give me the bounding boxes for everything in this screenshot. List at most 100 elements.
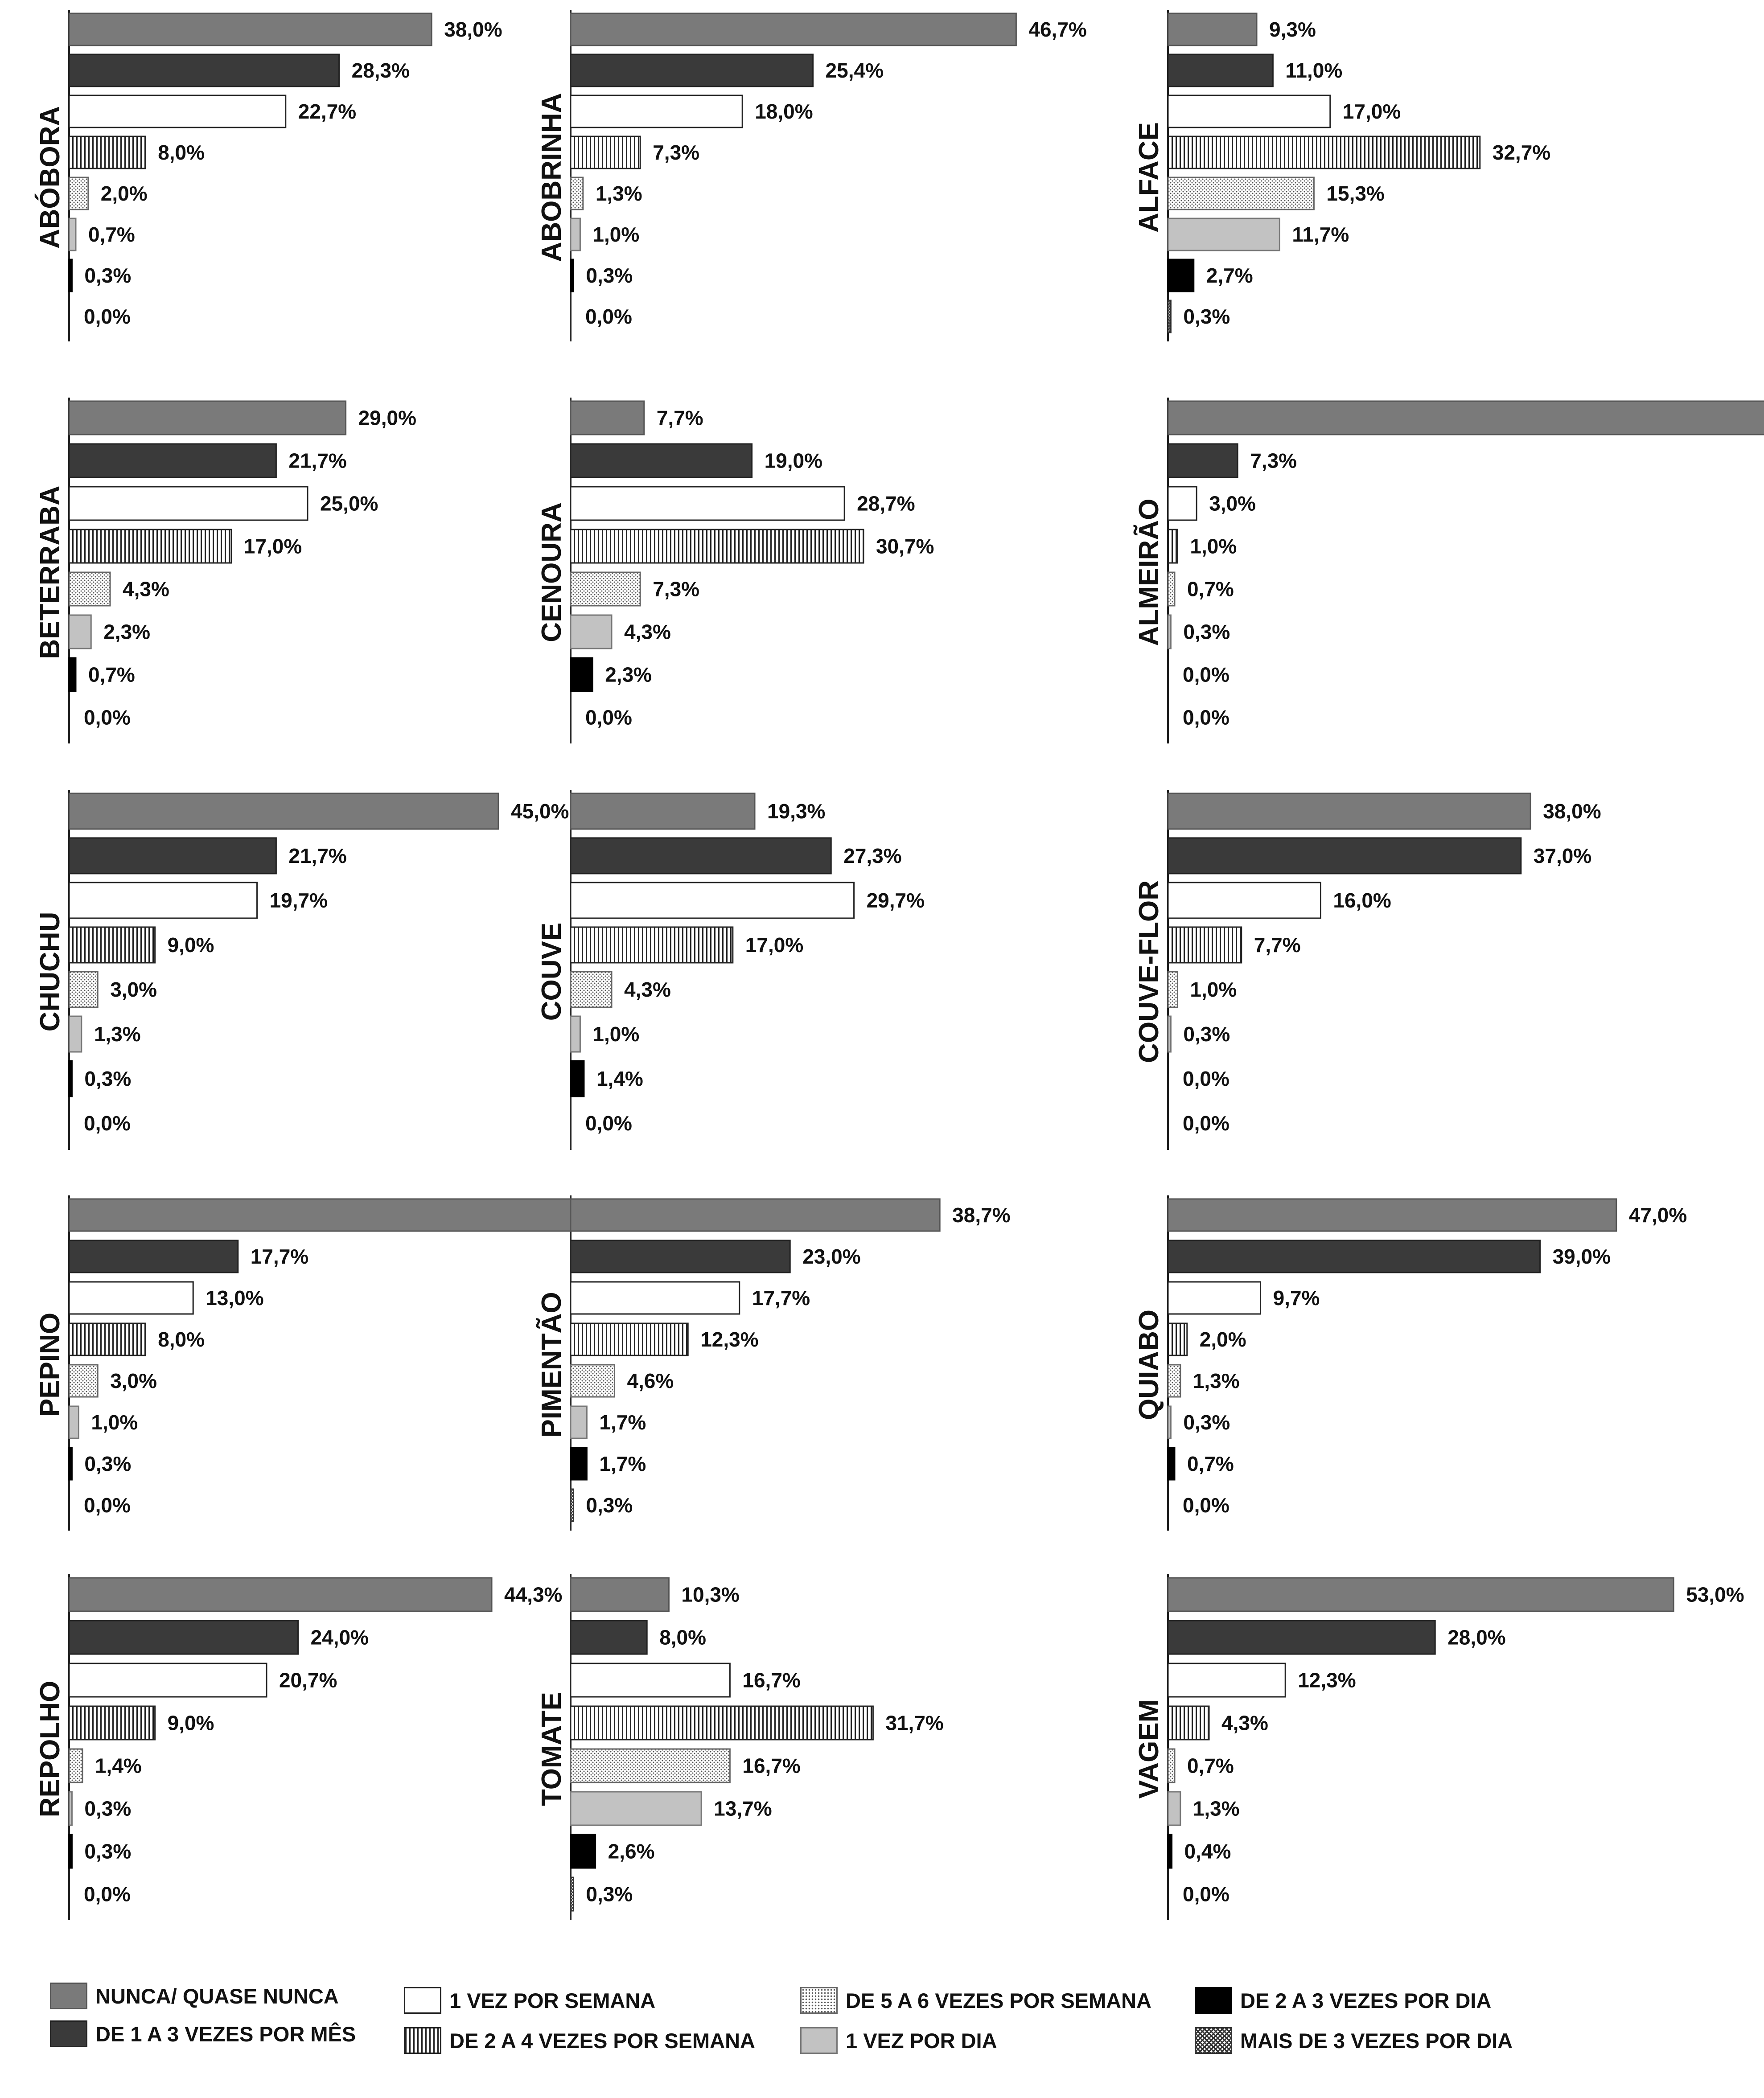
data-label: 44,3% [504,1583,562,1606]
bar [570,1748,731,1783]
bar [68,1322,146,1356]
bar [570,1834,596,1869]
chart-8: COUVE-FLOR 38,0% 37,0% 16,0% 7,7% 1,0% 0,3% 0,0… [1134,790,1601,1150]
data-label: 21,7% [288,449,346,472]
bar [570,443,753,478]
bar [570,657,593,692]
data-label: 17,0% [745,933,803,957]
bar [570,1198,941,1232]
data-label: 9,3% [1269,18,1316,41]
data-label: 17,7% [251,1245,308,1268]
data-label: 25,0% [320,492,378,515]
bar [1167,1705,1210,1741]
bar [1167,1834,1173,1869]
vegetable-label: VAGEM [1134,1700,1164,1799]
data-label: 1,0% [592,223,639,246]
data-label: 0,0% [1183,706,1229,729]
data-label: 0,7% [88,223,135,246]
bar [570,486,845,521]
data-label: 12,3% [1298,1669,1356,1692]
data-label: 2,7% [1206,264,1253,287]
data-label: 0,3% [84,1797,131,1820]
chart-6: CHUCHU 45,0% 21,7% 19,7% 9,0% 3,0% 1,3% 0,3% 0,0… [35,790,569,1150]
bar [570,1876,574,1912]
bar [1167,837,1522,875]
bar [68,1663,267,1698]
bar [570,12,1017,46]
vegetable-label: CENOURA [536,502,567,642]
data-label: 11,0% [1285,59,1342,82]
data-label: 25,4% [826,59,884,82]
data-label: 0,0% [1183,1494,1229,1517]
vegetable-label: QUIABO [1134,1310,1164,1420]
bar [1167,971,1178,1008]
bar [570,177,584,210]
vegetable-label: PEPINO [35,1313,66,1417]
data-label: 20,7% [279,1669,337,1692]
data-label: 13,0% [206,1286,263,1310]
data-label: 23,0% [802,1245,860,1268]
chart-5: ALMEIRÃO87,7%7,3%3,0%1,0%0,7%0,3%0,0%0,0… [1134,398,1764,743]
bar [570,1060,585,1097]
bar [68,1281,194,1315]
bar [570,1705,874,1741]
data-label: 0,3% [84,1840,131,1863]
bar [570,882,855,919]
data-label: 9,7% [1273,1286,1320,1310]
bar [1167,882,1321,919]
data-label: 0,0% [585,305,632,328]
bar [570,926,734,964]
bar [1167,1281,1262,1315]
data-label: 0,0% [585,706,632,729]
data-label: 1,4% [596,1067,643,1090]
chart-4: CENOURA 7,7% 19,0% 28,7% 30,7% 7,3% 4,3% 2,3% 0,… [536,398,934,743]
bar [68,882,258,919]
data-label: 24,0% [311,1626,369,1649]
data-label: 2,6% [608,1840,655,1863]
data-label: 0,4% [1184,1840,1231,1863]
data-label: 0,3% [1183,620,1230,644]
chart-2: ALFACE 9,3% 11,0%17,0% 32,7% 15,3% 11,7% 2,7% 0… [1134,10,1550,341]
bar [68,1364,99,1398]
data-label: 53,0% [1686,1583,1744,1606]
bar [1167,218,1280,251]
data-label: 18,0% [755,100,813,123]
bar [1167,571,1176,607]
data-label: 39,0% [1553,1245,1611,1268]
bar [68,926,156,964]
bar [68,1405,79,1439]
bar [68,837,277,875]
data-label: 2,3% [103,620,150,644]
data-label: 13,7% [714,1797,772,1820]
bar [570,792,756,830]
bar [1167,1405,1172,1439]
data-label: 1,3% [94,1022,141,1046]
data-label: 8,0% [158,1328,205,1351]
data-label: 28,7% [857,492,915,515]
data-label: 4,3% [123,578,169,601]
bar [68,529,232,564]
data-label: 7,7% [657,406,703,430]
bar [570,571,641,607]
data-label: 4,3% [1221,1712,1268,1735]
data-label: 8,0% [659,1626,706,1649]
bar [68,486,308,521]
data-label: 11,7% [1292,223,1349,246]
bar [570,400,645,435]
bar [68,1060,73,1097]
vegetable-label: ABOBRINHA [536,93,567,262]
bar [1167,1364,1181,1398]
bar [1167,443,1238,478]
data-label: 38,0% [444,18,502,41]
bar [68,1748,83,1783]
data-label: 37,0% [1534,844,1591,867]
data-label: 19,7% [270,889,328,912]
data-label: 16,7% [742,1669,800,1692]
data-label: 0,0% [84,1883,131,1906]
bar [1167,1791,1181,1826]
bar [1167,529,1178,564]
data-label: 1,4% [95,1754,142,1778]
data-label: 1,7% [599,1452,646,1475]
data-label: 1,0% [1190,978,1237,1001]
bar [1167,12,1258,46]
